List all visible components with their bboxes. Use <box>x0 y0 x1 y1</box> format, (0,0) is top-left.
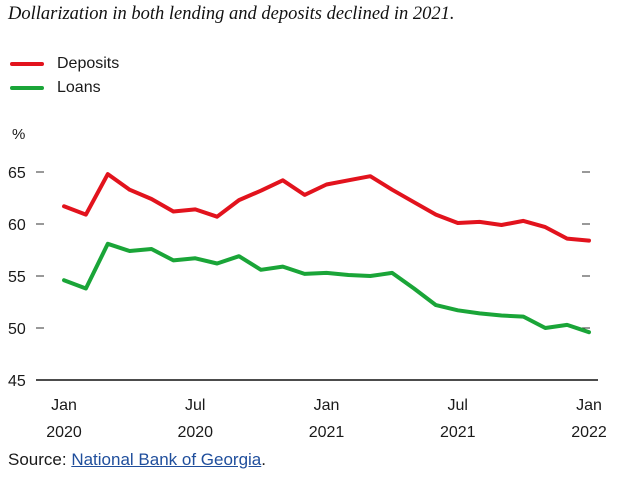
x-tick-label-month: Jul <box>185 397 205 414</box>
legend-item-loans: Loans <box>10 76 119 100</box>
x-tick-label-year: 2020 <box>46 424 82 441</box>
legend-swatch-loans <box>10 86 44 90</box>
x-tick-label-month: Jan <box>314 397 340 414</box>
chart-title: Dollarization in both lending and deposi… <box>8 4 455 24</box>
series-line-loans <box>62 241 591 335</box>
source-prefix: Source: <box>8 450 72 469</box>
legend-swatch-deposits <box>10 62 44 66</box>
x-tick-label-year: 2022 <box>571 424 607 441</box>
y-tick-label: 45 <box>8 373 26 390</box>
y-tick-label: 55 <box>8 269 26 286</box>
source-suffix: . <box>261 450 266 469</box>
y-tick-label: 50 <box>8 321 26 338</box>
legend-label-deposits: Deposits <box>57 55 120 72</box>
x-tick-label-month: Jan <box>51 397 77 414</box>
legend: Deposits Loans <box>10 52 119 100</box>
legend-item-deposits: Deposits <box>10 52 119 76</box>
x-tick-label-year: 2021 <box>440 424 476 441</box>
x-tick-label-month: Jul <box>448 397 468 414</box>
x-tick-label-year: 2021 <box>309 424 345 441</box>
y-axis-label: % <box>12 126 25 143</box>
x-tick-label-month: Jan <box>576 397 602 414</box>
series-line-deposits <box>62 172 591 243</box>
y-tick-label: 65 <box>8 165 26 182</box>
legend-label-loans: Loans <box>57 79 101 96</box>
source-link[interactable]: National Bank of Georgia <box>71 450 262 469</box>
x-tick-label-year: 2020 <box>177 424 213 441</box>
source-note: Source: National Bank of Georgia. <box>8 450 266 470</box>
y-tick-label: 60 <box>8 217 26 234</box>
